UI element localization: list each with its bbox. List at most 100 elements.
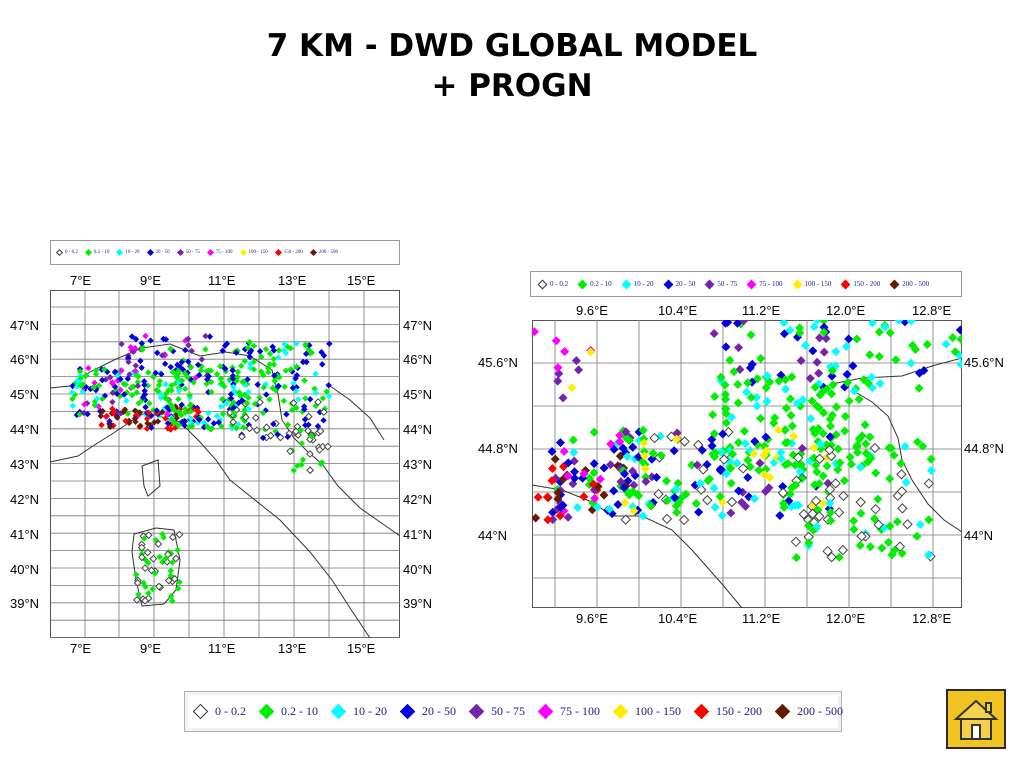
station-marker [814,368,824,378]
station-marker [809,443,819,453]
station-marker [266,361,273,368]
station-marker [761,432,771,442]
station-marker [234,347,241,354]
station-marker [892,517,902,527]
station-marker [779,320,789,328]
station-marker [791,553,801,563]
station-marker [865,542,875,552]
station-marker [174,361,181,369]
station-marker [302,395,309,402]
station-marker [194,361,202,368]
legend-marker [258,703,275,720]
station-marker [230,409,238,417]
station-marker [747,359,757,369]
station-marker [726,496,738,508]
station-marker [266,396,273,403]
station-marker [287,366,294,373]
station-marker [624,490,634,500]
station-marker [118,340,125,348]
station-marker [133,579,142,587]
station-marker [151,570,159,577]
station-marker [620,469,630,479]
station-marker [776,447,786,457]
axis-tick-label: 11°E [208,273,236,288]
station-marker [728,449,738,459]
axis-tick-label: 7°E [70,273,92,288]
station-marker [656,450,666,460]
station-marker [140,579,147,587]
station-marker [926,454,936,464]
axis-tick-label: 46°N [403,352,433,367]
station-marker [842,369,852,379]
station-marker [179,418,186,426]
station-marker [145,409,152,416]
legend-label: 0 - 0.2 [550,280,569,288]
station-marker [210,420,218,427]
station-marker [256,394,263,401]
station-marker [254,381,261,388]
station-marker [165,397,173,405]
station-marker [697,445,707,455]
station-marker [678,514,690,526]
station-marker [855,496,866,508]
station-marker [740,439,750,449]
station-marker [628,442,638,452]
station-marker [187,364,195,371]
station-marker [780,438,790,448]
station-marker [555,438,565,448]
axis-tick-label: 41°N [10,527,40,542]
axis-tick-label: 11°E [208,641,236,656]
legend-label: 100 - 150 [248,250,268,255]
station-marker [569,467,579,477]
station-marker [550,454,560,464]
legend-item: 10 - 20 [330,703,402,720]
station-marker [819,320,829,326]
station-marker [709,429,719,439]
station-marker [175,408,182,416]
station-marker [153,407,160,414]
axis-tick-label: 42°N [10,492,40,507]
station-marker [252,426,261,435]
station-marker [164,425,171,432]
station-marker [640,451,650,461]
station-marker [160,335,167,343]
station-marker [633,452,643,462]
station-marker [194,407,201,414]
station-marker [294,462,301,470]
station-marker [271,377,278,385]
station-marker [304,426,312,435]
station-marker [796,460,806,470]
station-marker [884,443,894,453]
left-map-legend: 0 - 0.2 0.2 - 10 10 - 20 20 - 50 50 - 75 75 -… [50,240,400,265]
station-marker [873,494,883,504]
legend-marker [746,279,757,289]
station-marker [589,459,599,469]
station-marker [570,473,580,483]
station-marker [679,436,690,447]
station-marker [874,327,884,337]
legend-marker [146,248,154,257]
station-marker [856,531,867,542]
legend-marker [537,279,548,289]
station-marker [106,373,114,381]
station-marker [319,408,328,416]
station-marker [634,491,644,501]
home-button[interactable] [946,689,1006,749]
station-marker [142,332,149,340]
legend-label: 100 - 150 [804,280,832,288]
axis-tick-label: 40°N [403,562,433,577]
axis-tick-label: 12.0°E [826,611,866,626]
station-marker [845,452,855,462]
station-marker [143,415,151,423]
station-marker [791,480,801,490]
station-marker [756,413,766,423]
legend-item: 150 - 200 [840,279,891,289]
legend-item: 100 - 150 [239,248,276,257]
station-marker [894,320,904,325]
station-marker [725,463,735,473]
station-marker [302,341,309,348]
station-marker [889,450,899,460]
legend-label: 200 - 500 [797,704,843,718]
slide-title-line-2: + PROGN [431,68,593,104]
station-marker [710,502,720,512]
